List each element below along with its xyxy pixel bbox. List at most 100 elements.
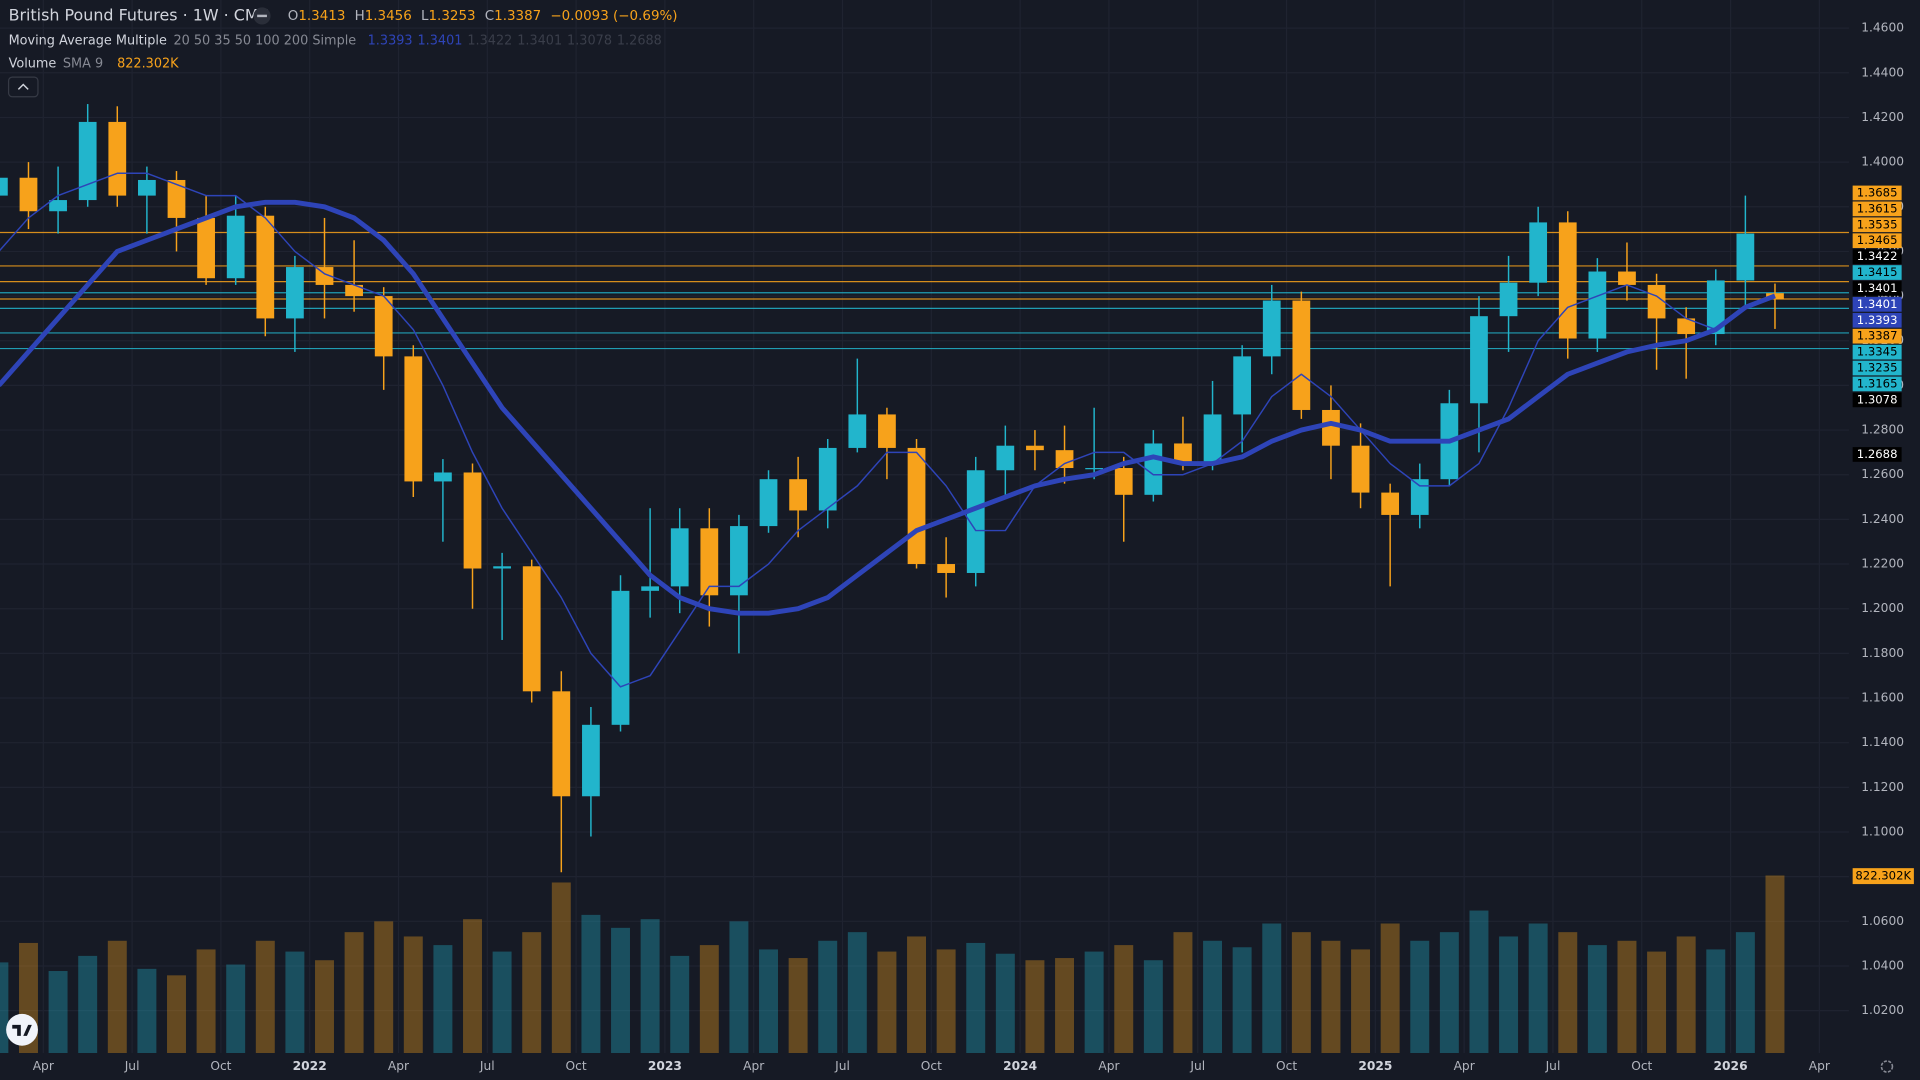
volume-bar <box>611 927 630 1054</box>
logo[interactable] <box>6 1013 38 1046</box>
candle-body <box>374 296 393 357</box>
y-tick-label: 1.4200 <box>1861 110 1904 124</box>
price-label-box <box>1852 185 1902 201</box>
price-pane <box>0 104 1784 873</box>
candle-body <box>1114 468 1133 495</box>
x-tick-label: Oct <box>566 1059 587 1073</box>
y-tick-label: 1.1800 <box>1861 646 1904 660</box>
x-tick-label: Apr <box>743 1059 765 1073</box>
volume-bar <box>1499 936 1519 1054</box>
volume-bar <box>255 940 275 1054</box>
volume-bar <box>1587 945 1607 1054</box>
x-tick-label: Oct <box>921 1059 942 1073</box>
y-tick-label: 1.4000 <box>1861 155 1904 169</box>
y-tick-label: 1.0600 <box>1861 914 1904 928</box>
price-label: 1.3465 <box>1857 233 1898 247</box>
volume-bar <box>0 962 9 1054</box>
candle-body <box>966 470 985 573</box>
candle-body <box>345 284 363 297</box>
x-tick-label: Apr <box>1098 1059 1120 1073</box>
volume-bar <box>995 953 1015 1054</box>
volume-bar <box>670 955 690 1054</box>
volume-legend: Volume SMA 9 822.302K <box>9 56 180 71</box>
collapse-button[interactable] <box>7 76 39 98</box>
volume-bar <box>1706 949 1726 1054</box>
ohlc-label: O <box>288 9 299 24</box>
volume-bar <box>137 968 157 1054</box>
candle-body <box>1262 300 1281 357</box>
ohlc-label: H <box>355 9 365 24</box>
volume-bar <box>581 914 601 1054</box>
candle-body <box>759 479 778 527</box>
price-label-box <box>1852 392 1902 408</box>
x-tick-label: 2024 <box>1003 1059 1037 1073</box>
x-tick-label: Jul <box>1189 1059 1205 1073</box>
price-label-box <box>1852 447 1902 462</box>
y-tick-label: 1.4600 <box>1861 21 1904 35</box>
price-label: 1.3345 <box>1857 345 1898 359</box>
volume-bar <box>1114 945 1134 1054</box>
x-tick-label: Jul <box>834 1059 850 1073</box>
volume-bar <box>1084 951 1104 1054</box>
volume-bar <box>315 960 334 1054</box>
ma-value: 1.3078 <box>567 33 612 48</box>
indicator-name[interactable]: Moving Average Multiple <box>9 33 167 48</box>
price-label: 1.3685 <box>1857 185 1898 199</box>
y-tick-label: 1.2200 <box>1861 557 1904 571</box>
candle-body <box>256 215 275 319</box>
volume-bar <box>167 975 186 1054</box>
price-label: 1.3165 <box>1857 376 1898 390</box>
price-label-box <box>1852 376 1902 392</box>
ohlc-value: 1.3456 <box>365 9 412 24</box>
ohlc-value: 1.3413 <box>298 9 345 24</box>
volume-bar <box>551 882 571 1054</box>
volume-bar <box>699 945 719 1054</box>
candle-body <box>700 528 719 596</box>
volume-bar <box>1410 940 1430 1054</box>
candle-body <box>1026 445 1044 451</box>
candle-body <box>1410 479 1429 515</box>
volume-bar <box>1173 932 1193 1054</box>
candle-body <box>1055 450 1074 469</box>
candle-body <box>226 215 245 279</box>
volume-bar <box>1380 923 1400 1054</box>
price-label-box <box>1852 360 1902 376</box>
volume-bar <box>1232 947 1252 1054</box>
volume-bar <box>1765 875 1785 1054</box>
price-level-lines <box>0 231 1849 350</box>
candle-body <box>1470 316 1488 404</box>
volume-bar <box>48 971 68 1054</box>
candle-body <box>1677 318 1696 335</box>
volume-bar <box>788 958 808 1054</box>
indicator-name[interactable]: Volume <box>9 56 57 71</box>
candle-body <box>1292 300 1311 410</box>
indicator-params: SMA 9 <box>63 56 103 71</box>
toggle-icon <box>257 14 267 18</box>
moving-average-line <box>0 199 1776 616</box>
volume-value: 822.302K <box>117 56 179 71</box>
volume-bar <box>966 942 986 1054</box>
price-label: 1.3401 <box>1857 297 1898 311</box>
price-label: 1.2688 <box>1857 447 1898 461</box>
candle-body <box>907 447 926 565</box>
axes: 1.02001.04001.06001.08001.10001.12001.14… <box>33 21 1914 1073</box>
price-label-box <box>1852 249 1902 264</box>
candle-body <box>1499 282 1518 317</box>
candle-body <box>197 217 215 279</box>
settings-button[interactable] <box>1880 1060 1894 1073</box>
candle-body <box>1233 356 1252 415</box>
candle-body <box>1588 271 1607 339</box>
candle-body <box>522 566 541 692</box>
price-label-box <box>1852 328 1902 344</box>
ohlc-value: 1.3253 <box>428 9 475 24</box>
candle-body <box>937 564 956 573</box>
volume-bar <box>1351 949 1371 1054</box>
ohlc-label: L <box>421 9 429 24</box>
price-label: 1.3078 <box>1857 392 1898 406</box>
price-label: 1.3415 <box>1857 265 1898 279</box>
ohlc-legend: O1.3413 H1.3456 L1.3253 C1.3387 −0.0093 … <box>288 9 678 24</box>
x-tick-label: Oct <box>210 1059 231 1073</box>
candle-body <box>789 479 808 511</box>
volume-label: 822.302K <box>1855 869 1911 883</box>
candle-body <box>1618 271 1636 285</box>
